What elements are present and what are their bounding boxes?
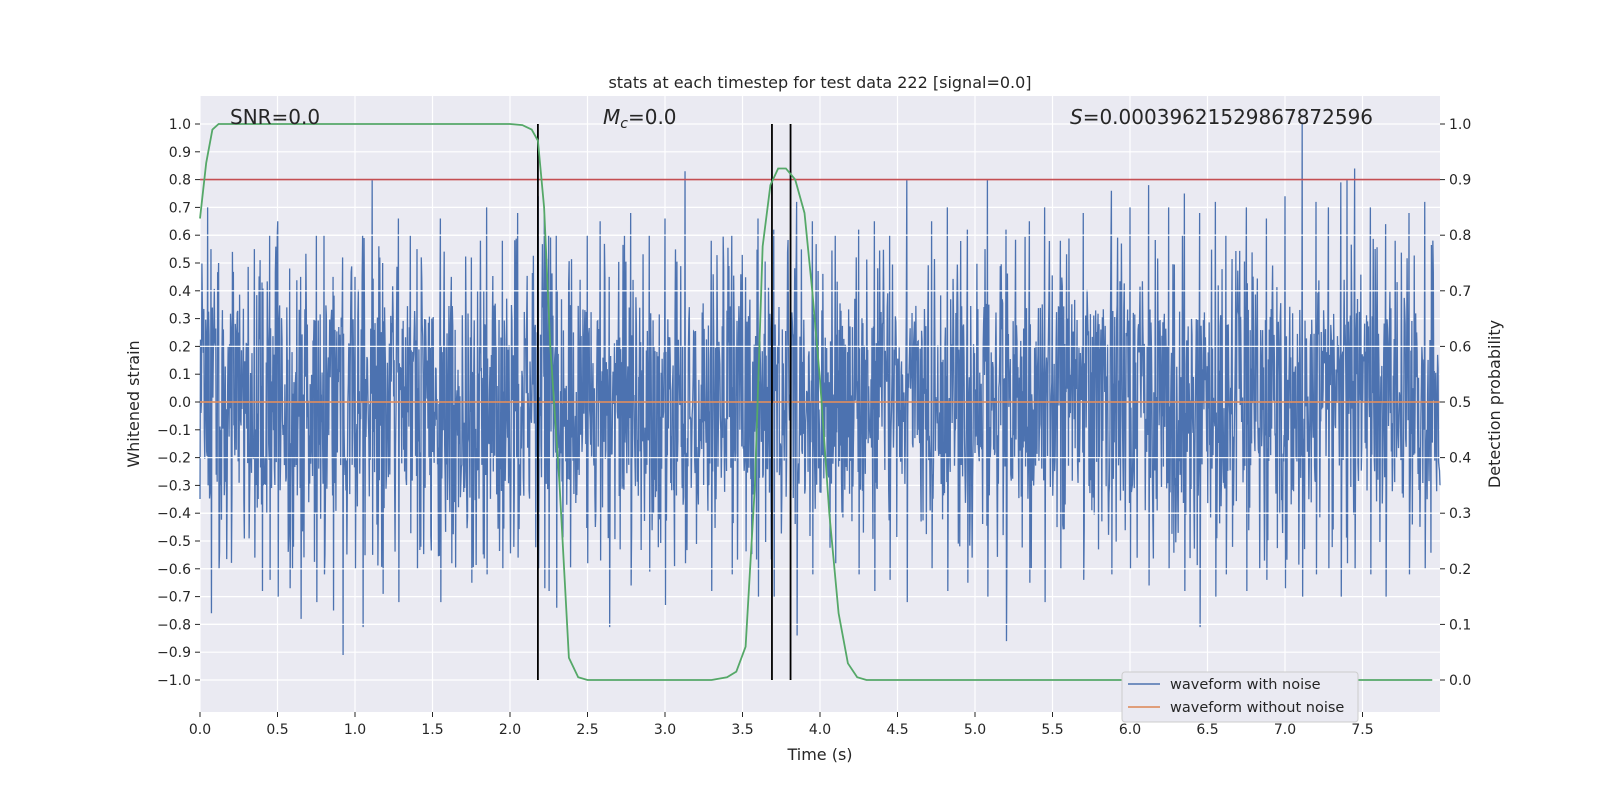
y-tick-label: −0.8 xyxy=(157,617,191,633)
y-right-tick-label: 1.0 xyxy=(1449,117,1471,133)
y-tick-label: 0.1 xyxy=(169,367,191,383)
y-tick-label: −1.0 xyxy=(157,673,191,689)
y-right-tick-label: 0.4 xyxy=(1449,451,1471,467)
chart-title: stats at each timestep for test data 222… xyxy=(608,73,1031,92)
x-tick-label: 5.5 xyxy=(1041,722,1063,738)
probability-series xyxy=(199,123,1433,681)
y-tick-label: 0.5 xyxy=(169,256,191,272)
y-right-tick-label: 0.7 xyxy=(1449,284,1471,300)
y-axis-right-label: Detection probability xyxy=(1485,320,1504,488)
y-right-tick-label: 0.1 xyxy=(1449,617,1471,633)
y-tick-label: 0.3 xyxy=(169,312,191,328)
legend-box xyxy=(1121,671,1359,723)
noise-line xyxy=(199,123,1441,655)
x-tick-label: 6.0 xyxy=(1119,722,1141,738)
y-tick-label: 0.7 xyxy=(169,200,191,216)
x-tick-label: 4.0 xyxy=(809,722,831,738)
x-tick-label: 7.5 xyxy=(1351,722,1373,738)
y-tick-label: 0.0 xyxy=(169,395,191,411)
y-right-tick-label: 0.6 xyxy=(1449,339,1471,355)
legend: waveform with noise waveform without noi… xyxy=(1121,671,1359,723)
y-right-tick-label: 0.3 xyxy=(1449,506,1471,522)
mc-value: =0.0 xyxy=(628,105,677,129)
y-tick-label: 0.4 xyxy=(169,284,191,300)
y-ticks: −1.0 −0.9 −0.8 −0.7 −0.6 −0.5 −0.4 −0.3 −0.2 −0.1… xyxy=(157,117,200,689)
x-tick-label: 0.0 xyxy=(189,722,211,738)
y-right-tick-label: 0.8 xyxy=(1449,228,1471,244)
y-right-tick-label: 0.2 xyxy=(1449,562,1471,578)
mc-subscript: c xyxy=(620,116,628,132)
x-axis-label: Time (s) xyxy=(786,745,852,764)
legend-label-clean: waveform without noise xyxy=(1170,700,1344,716)
x-tick-label: 2.5 xyxy=(576,722,598,738)
s-value: =0.00039621529867872596 xyxy=(1083,105,1373,129)
x-tick-label: 1.0 xyxy=(344,722,366,738)
y-right-tick-label: 0.9 xyxy=(1449,173,1471,189)
x-ticks: 0.0 0.5 1.0 1.5 2.0 2.5 3.0 3.5 4.0 4.5 5.0 5.5 6.0 6… xyxy=(189,712,1374,738)
x-tick-label: 4.5 xyxy=(886,722,908,738)
y-tick-label: 1.0 xyxy=(169,117,191,133)
x-tick-label: 1.5 xyxy=(421,722,443,738)
x-tick-label: 3.5 xyxy=(731,722,753,738)
x-tick-label: 6.5 xyxy=(1196,722,1218,738)
y-tick-label: −0.3 xyxy=(157,478,191,494)
y-tick-label: −0.9 xyxy=(157,645,191,661)
y-tick-label: −0.1 xyxy=(157,423,191,439)
x-tick-label: 3.0 xyxy=(654,722,676,738)
y-tick-label: 0.6 xyxy=(169,228,191,244)
x-tick-label: 0.5 xyxy=(266,722,288,738)
noise-series xyxy=(199,123,1441,655)
legend-label-noise: waveform with noise xyxy=(1170,677,1321,693)
y-tick-label: 0.9 xyxy=(169,145,191,161)
probability-line xyxy=(199,123,1433,681)
x-tick-label: 7.0 xyxy=(1274,722,1296,738)
mc-annotation: Mc=0.0 xyxy=(603,105,677,132)
y-right-tick-label: 0.0 xyxy=(1449,673,1471,689)
y-ticks-right: 0.0 0.1 0.2 0.3 0.4 0.5 0.6 0.7 0.8 0.9 1.0 xyxy=(1440,117,1471,689)
y-tick-label: −0.5 xyxy=(157,534,191,550)
s-symbol: S xyxy=(1070,105,1083,129)
snr-annotation: SNR=0.0 xyxy=(230,105,320,129)
y-tick-label: −0.2 xyxy=(157,451,191,467)
y-tick-label: 0.8 xyxy=(169,173,191,189)
vertical-lines xyxy=(537,124,792,680)
y-axis-label: Whitened strain xyxy=(124,340,143,467)
x-tick-label: 5.0 xyxy=(964,722,986,738)
y-right-tick-label: 0.5 xyxy=(1449,395,1471,411)
x-tick-label: 2.0 xyxy=(499,722,521,738)
y-tick-label: −0.4 xyxy=(157,506,191,522)
y-tick-label: 0.2 xyxy=(169,339,191,355)
y-tick-label: −0.7 xyxy=(157,590,191,606)
s-annotation: S=0.00039621529867872596 xyxy=(1070,105,1373,129)
mc-symbol: M xyxy=(603,105,620,129)
y-tick-label: −0.6 xyxy=(157,562,191,578)
